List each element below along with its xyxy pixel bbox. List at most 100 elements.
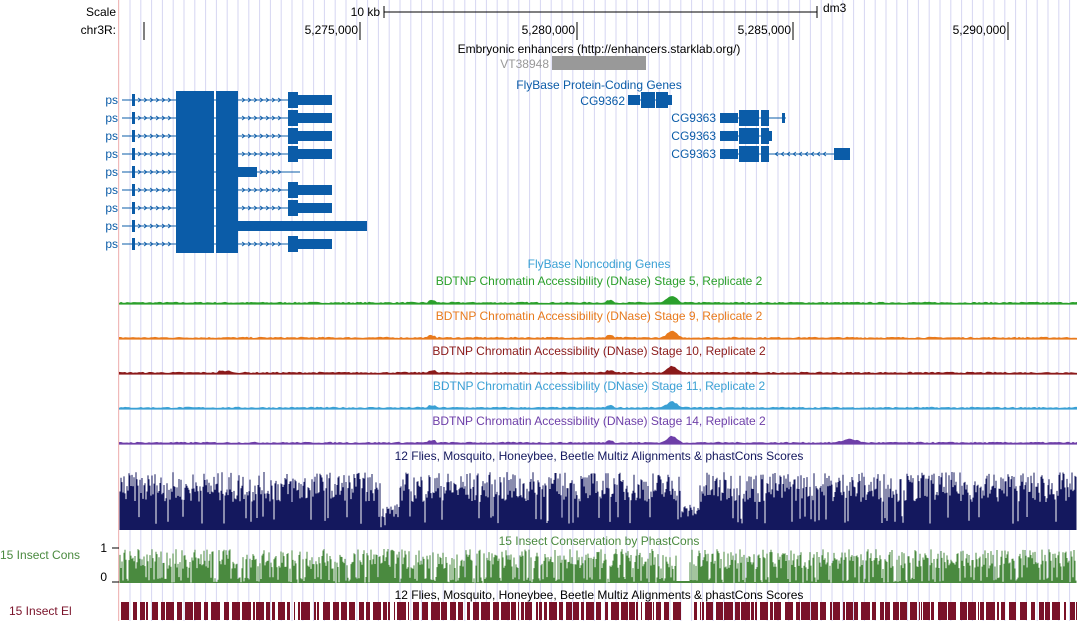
conserved-element xyxy=(133,602,137,620)
left-sidebar-divider xyxy=(118,0,120,621)
dnase-stage14-title[interactable]: BDTNP Chromatin Accessibility (DNase) St… xyxy=(432,414,766,428)
enhancer-VT38948-block[interactable] xyxy=(552,56,646,70)
strand-arrow xyxy=(167,187,172,193)
elements-side-label[interactable]: 15 Insect El xyxy=(9,604,72,618)
exon-block xyxy=(132,202,135,214)
gene-label-ps[interactable]: ps xyxy=(105,147,118,161)
gene-label-cg9363[interactable]: CG9363 xyxy=(671,129,716,143)
exon-block xyxy=(761,128,769,144)
conserved-element xyxy=(422,602,428,620)
gene-label-ps[interactable]: ps xyxy=(105,93,118,107)
gene-model-ps[interactable] xyxy=(122,127,332,145)
conserved-element xyxy=(566,602,572,620)
dnase-track[interactable] xyxy=(119,401,1077,410)
gene-model-ps[interactable] xyxy=(122,199,332,217)
strand-arrow xyxy=(822,151,827,157)
conserved-element xyxy=(493,602,499,620)
gene-model-ps[interactable] xyxy=(122,145,332,163)
exon-block xyxy=(176,127,184,145)
conserved-element xyxy=(938,602,947,620)
phastcons-side-label[interactable]: 15 Insect Cons xyxy=(0,548,81,562)
enhancers-track-title[interactable]: Embryonic enhancers (http://enhancers.st… xyxy=(457,42,741,56)
dnase-stage5-title[interactable]: BDTNP Chromatin Accessibility (DNase) St… xyxy=(435,274,763,288)
exon-block xyxy=(184,199,214,217)
conserved-element xyxy=(458,602,463,620)
exon-block xyxy=(739,128,759,144)
strand-arrow xyxy=(137,241,142,247)
exon-block xyxy=(132,112,135,124)
strand-arrow xyxy=(792,151,797,157)
dnase-stage11-title[interactable]: BDTNP Chromatin Accessibility (DNase) St… xyxy=(432,379,766,393)
gene-model-ps[interactable] xyxy=(122,109,332,127)
flybase-coding-track-title[interactable]: FlyBase Protein-Coding Genes xyxy=(516,78,682,92)
strand-arrow xyxy=(253,223,258,229)
dnase-track[interactable] xyxy=(119,365,1077,375)
gene-label-ps[interactable]: ps xyxy=(105,237,118,251)
gene-model-cg9362[interactable] xyxy=(628,92,672,108)
multiz-conservation-bars[interactable] xyxy=(119,472,1077,530)
gene-label-ps[interactable]: ps xyxy=(105,219,118,233)
conserved-element xyxy=(211,602,220,620)
gene-model-cg9363[interactable] xyxy=(720,128,772,144)
gene-label-ps[interactable]: ps xyxy=(105,201,118,215)
exon-block xyxy=(176,217,184,235)
multiz-track-title[interactable]: 12 Flies, Mosquito, Honeybee, Beetle Mul… xyxy=(394,449,804,463)
strand-arrow xyxy=(161,169,166,175)
gene-label-ps[interactable]: ps xyxy=(105,129,118,143)
dnase-track[interactable] xyxy=(119,435,1077,445)
strand-arrow xyxy=(241,187,246,193)
strand-arrow xyxy=(161,133,166,139)
dnase-track[interactable] xyxy=(119,296,1077,305)
strand-arrow xyxy=(247,169,252,175)
conserved-element xyxy=(294,602,295,620)
exon-block xyxy=(184,163,214,181)
gene-model-ps[interactable] xyxy=(122,181,332,199)
dnase-stage9-title[interactable]: BDTNP Chromatin Accessibility (DNase) St… xyxy=(435,309,763,323)
phastcons-track-title[interactable]: 15 Insect Conservation by PhastCons xyxy=(498,534,700,548)
gene-model-ps[interactable] xyxy=(122,217,367,235)
enhancer-item-label[interactable]: VT38948 xyxy=(500,57,549,71)
conserved-element xyxy=(702,602,704,620)
conserved-element xyxy=(923,602,930,620)
ruler-tick-label: 5,275,000 xyxy=(304,23,358,37)
phastcons-bars[interactable] xyxy=(119,549,1077,583)
strand-arrow xyxy=(265,223,270,229)
conserved-elements[interactable] xyxy=(121,602,1077,620)
conserved-element xyxy=(185,602,193,620)
position-ruler xyxy=(143,22,1009,40)
conserved-element xyxy=(450,602,456,620)
strand-arrow xyxy=(277,169,282,175)
exon-block xyxy=(184,217,214,235)
gene-label-cg9363[interactable]: CG9363 xyxy=(671,111,716,125)
gene-label-ps[interactable]: ps xyxy=(105,165,118,179)
gene-label-ps[interactable]: ps xyxy=(105,111,118,125)
conserved-element xyxy=(242,602,251,620)
gene-model-ps[interactable] xyxy=(122,163,300,181)
strand-arrow xyxy=(247,133,252,139)
gene-label-cg9362[interactable]: CG9362 xyxy=(580,94,625,108)
elements-track-title[interactable]: 12 Flies, Mosquito, Honeybee, Beetle Mul… xyxy=(394,588,804,602)
exon-block xyxy=(176,163,184,181)
strand-arrow xyxy=(143,223,148,229)
strand-arrow xyxy=(137,169,142,175)
gene-model-cg9363[interactable] xyxy=(720,110,786,126)
gene-label-cg9363[interactable]: CG9363 xyxy=(671,147,716,161)
gene-label-ps[interactable]: ps xyxy=(105,183,118,197)
strand-arrow xyxy=(265,115,270,121)
strand-arrow xyxy=(155,151,160,157)
gene-model-ps[interactable] xyxy=(122,91,332,109)
dnase-track[interactable] xyxy=(119,330,1077,340)
conserved-element xyxy=(785,602,793,620)
strand-arrow xyxy=(143,133,148,139)
conserved-element xyxy=(694,602,697,620)
flybase-noncoding-track-title[interactable]: FlyBase Noncoding Genes xyxy=(527,257,671,271)
conserved-element xyxy=(724,602,733,620)
exon-block xyxy=(288,92,298,108)
gene-model-ps[interactable] xyxy=(122,235,332,253)
scale-label: Scale xyxy=(85,5,116,19)
gene-model-cg9363[interactable] xyxy=(720,146,850,162)
conserved-element xyxy=(323,602,330,620)
dnase-stage10-title[interactable]: BDTNP Chromatin Accessibility (DNase) St… xyxy=(432,344,766,358)
